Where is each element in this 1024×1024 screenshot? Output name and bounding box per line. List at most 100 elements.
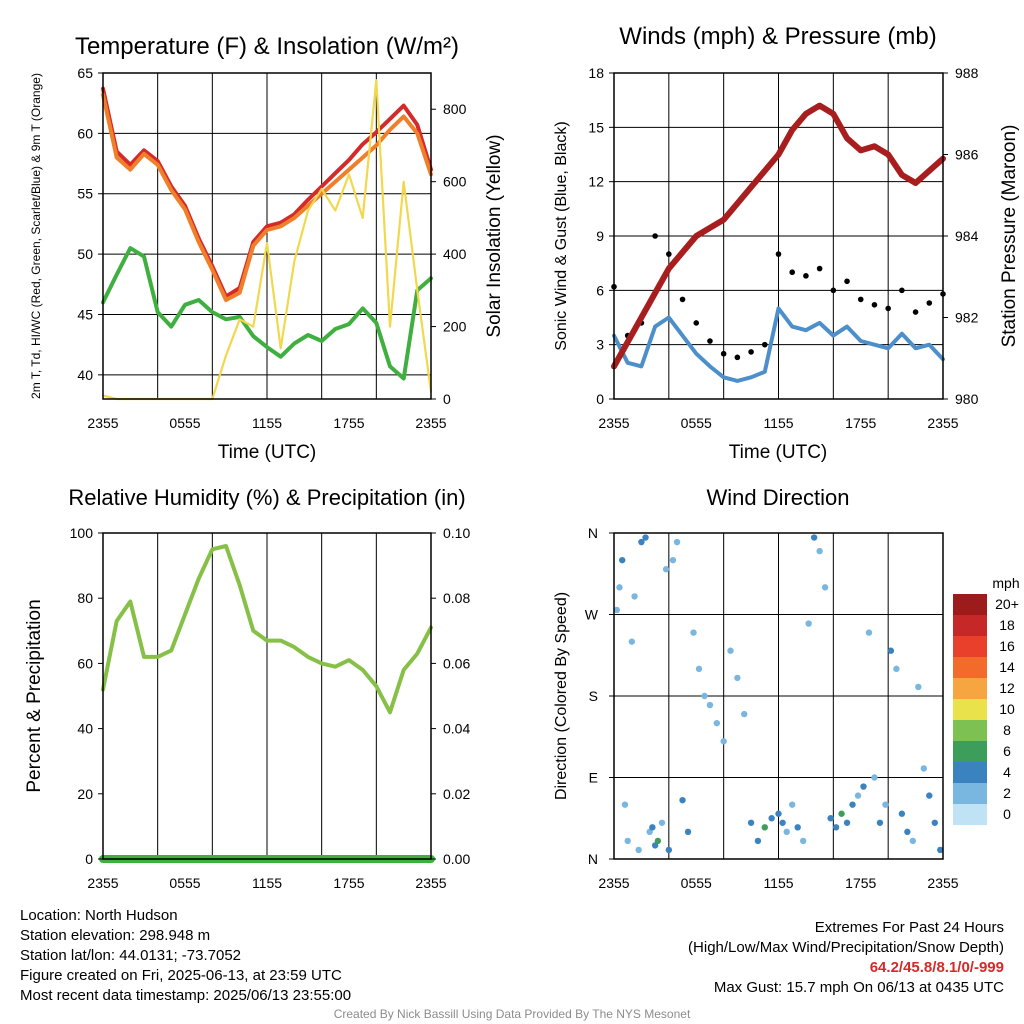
wind-gust-point [789, 269, 796, 276]
direction-point [741, 710, 748, 718]
recent-timestamp: Most recent data timestamp: 2025/06/13 2… [20, 987, 352, 1004]
direction-point [937, 846, 944, 854]
rh-series-line-0 [101, 544, 433, 715]
legend-label: 10 [999, 701, 1015, 717]
legend-swatch [953, 636, 987, 657]
temp-xtick-label: 2355 [87, 415, 118, 431]
direction-point [747, 819, 755, 826]
wind-ytick-label: 15 [588, 119, 604, 135]
temp-xtick-label: 1755 [333, 415, 364, 431]
direction-point [654, 837, 662, 845]
direction-point [761, 824, 768, 831]
legend-swatch [953, 657, 987, 678]
wind-gust-point [652, 233, 658, 239]
rh-ytick-label: 80 [77, 590, 93, 606]
direction-point [616, 584, 623, 591]
direction-point [876, 819, 884, 826]
wind-gust-point [926, 300, 933, 306]
legend-label: 0 [1003, 806, 1011, 822]
temp-ytick-label: 45 [77, 306, 93, 322]
temp-ytick-label: 55 [77, 186, 93, 202]
direction-point [794, 824, 801, 831]
temp-xtick-label: 2355 [415, 415, 446, 431]
direction-point [865, 629, 873, 636]
legend-swatch [953, 615, 987, 636]
wind-chart-title: Winds (mph) & Pressure (mb) [619, 23, 936, 50]
wind-series-line-2 [611, 102, 946, 370]
rh-xtick-label: 2355 [415, 875, 446, 891]
legend-label: 6 [1003, 743, 1011, 759]
wind-y-axis-label: Sonic Wind & Gust (Blue, Black) [553, 121, 570, 350]
legend-swatch [953, 762, 987, 783]
direction-xtick-label: 2355 [598, 875, 629, 891]
direction-chart-title: Wind Direction [706, 485, 849, 510]
direction-point [621, 801, 629, 808]
direction-point [684, 828, 692, 836]
temp-ytick-label: 50 [77, 246, 93, 262]
legend-label: 20+ [995, 596, 1019, 612]
temp-y2tick-label: 200 [443, 319, 467, 335]
legend-swatch [953, 594, 987, 615]
wind-y2tick-label: 982 [955, 310, 979, 326]
wind-gust-point [775, 251, 782, 257]
rh-ytick-label: 20 [77, 786, 93, 802]
direction-point [673, 538, 681, 546]
wind-ytick-label: 12 [588, 174, 604, 190]
legend-swatch [953, 720, 987, 741]
wind-y2-axis-label: Station Pressure (Maroon) [999, 125, 1020, 348]
legend-label: 14 [999, 659, 1015, 675]
rh-y2tick-label: 0.08 [443, 590, 470, 606]
rh-y2tick-label: 0.02 [443, 786, 470, 802]
legend-label: 16 [999, 638, 1015, 654]
direction-point [805, 620, 812, 627]
wind-xtick-label: 2355 [598, 415, 629, 431]
station-location: Location: North Hudson [20, 907, 178, 924]
temp-ytick-label: 60 [77, 125, 93, 141]
wind-xtick-label: 0555 [681, 415, 712, 431]
direction-point [783, 828, 790, 836]
rh-y2tick-label: 0.10 [443, 525, 470, 541]
direction-ytick-label: W [585, 607, 599, 623]
wind-y2tick-label: 980 [955, 391, 979, 407]
direction-point [665, 846, 673, 854]
direction-ytick-label: E [589, 770, 598, 786]
direction-y-axis-label: Direction (Colored By Speed) [553, 592, 570, 800]
direction-point [898, 810, 906, 817]
rh-xtick-label: 1755 [333, 875, 364, 891]
temp-xtick-label: 1155 [252, 415, 282, 431]
direction-point [931, 819, 938, 826]
direction-xtick-label: 1155 [763, 875, 793, 891]
wind-gust-point [666, 251, 672, 257]
wind-xtick-label: 1155 [763, 415, 793, 431]
direction-point [893, 665, 900, 673]
direction-point [799, 837, 807, 845]
direction-point [613, 606, 620, 614]
temp-y2tick-label: 0 [443, 391, 451, 407]
rh-ytick-label: 60 [77, 655, 93, 671]
max-gust: Max Gust: 15.7 mph On 06/13 at 0435 UTC [713, 979, 1004, 996]
direction-point [649, 824, 656, 831]
legend-label: 18 [999, 617, 1015, 633]
direction-point [838, 810, 845, 817]
wind-gust-point [707, 338, 713, 344]
extremes-box: Extremes For Past 24 Hours (High/Low/Max… [688, 918, 1004, 998]
wind-gust-point [857, 296, 864, 303]
credit-line: Created By Nick Bassill Using Data Provi… [333, 1007, 691, 1021]
temp-series-line-2 [101, 246, 433, 381]
legend-swatch [953, 678, 987, 699]
wind-y2tick-label: 984 [955, 228, 979, 244]
direction-point [920, 765, 928, 772]
direction-point [720, 738, 727, 745]
legend-swatch [953, 699, 987, 720]
direction-point [832, 824, 840, 831]
rh-y2tick-label: 0.04 [443, 721, 470, 737]
charts-canvas: Temperature (F) & Insolation (W/m²) 40 45 5… [24, 23, 1020, 891]
direction-point [642, 534, 649, 541]
rh-ytick-label: 40 [77, 721, 93, 737]
temp-chart-title: Temperature (F) & Insolation (W/m²) [75, 33, 459, 60]
temp-x-axis-label: Time (UTC) [218, 442, 317, 463]
direction-xtick-label: 1755 [845, 875, 876, 891]
direction-point [713, 719, 721, 727]
direction-point [690, 629, 697, 636]
wind-ytick-label: 18 [588, 65, 604, 81]
